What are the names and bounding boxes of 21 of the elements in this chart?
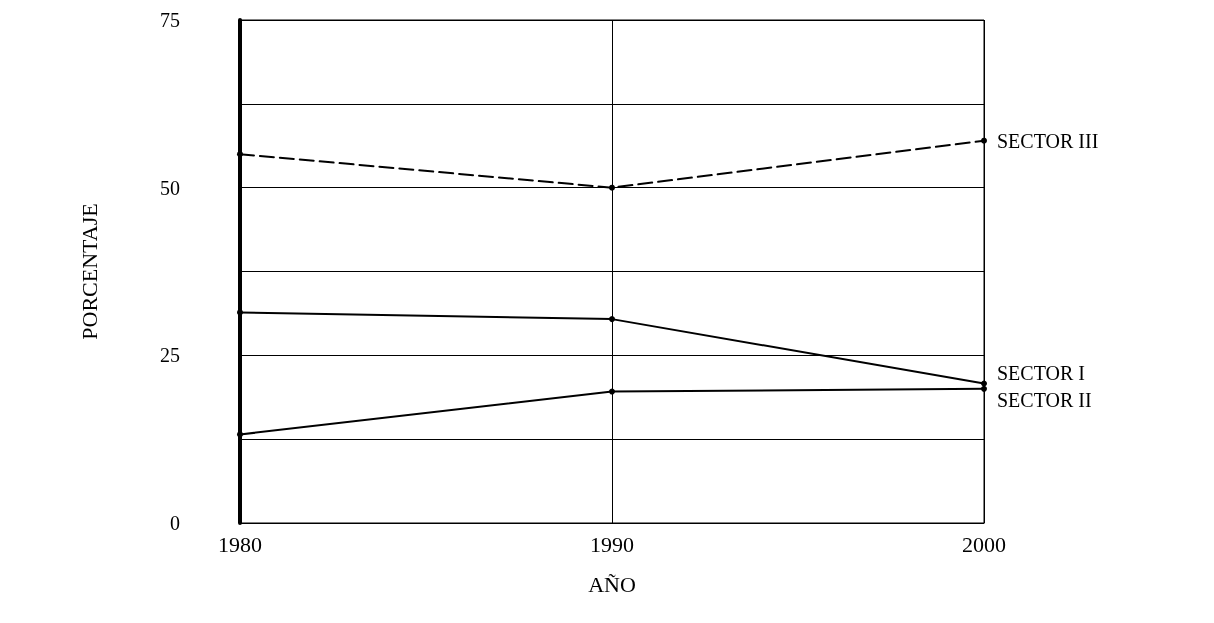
- y-tick-label: 50: [160, 176, 180, 199]
- y-tick-label: 0: [170, 512, 180, 534]
- series-label: SECTOR II: [997, 388, 1092, 411]
- point: [609, 388, 615, 395]
- series-label: SECTOR I: [997, 361, 1085, 384]
- y-tick-label: 75: [160, 9, 180, 31]
- point: [237, 431, 243, 438]
- series-label: SECTOR III: [997, 129, 1099, 152]
- point: [237, 151, 243, 158]
- point: [609, 184, 615, 191]
- point: [981, 385, 987, 392]
- point: [237, 309, 243, 316]
- x-tick-label: 2000: [962, 531, 1006, 557]
- y-tick-label: 25: [160, 344, 180, 367]
- x-tick-label: 1980: [218, 531, 262, 557]
- point: [981, 137, 987, 144]
- y-axis-title: PORCENTAJE: [76, 203, 102, 340]
- x-tick-label: 1990: [590, 531, 634, 557]
- point: [981, 380, 987, 387]
- x-axis-title: AÑO: [588, 571, 636, 597]
- point: [609, 316, 615, 323]
